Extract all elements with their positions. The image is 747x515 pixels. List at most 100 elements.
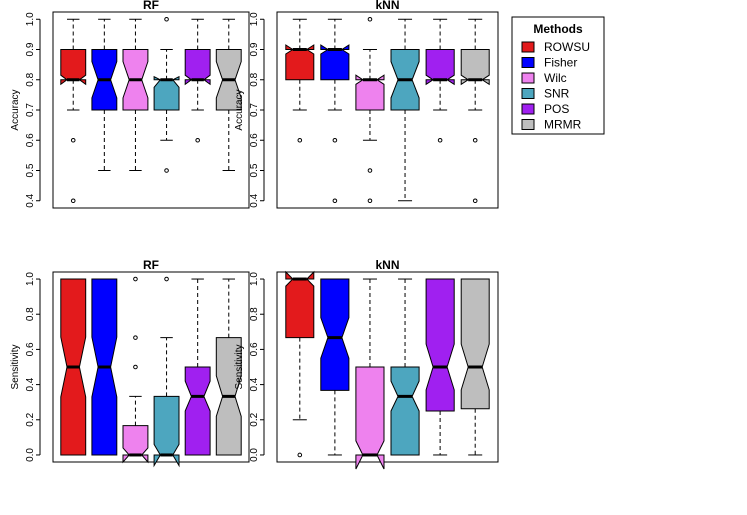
box-body <box>153 75 180 111</box>
sens-rf-box-wilc <box>122 276 149 464</box>
box-body <box>184 49 211 86</box>
sens-knn-box-fisher <box>320 278 350 456</box>
legend-label: POS <box>544 102 569 116</box>
sens-knn-ylabel: Sensitivity <box>234 344 245 389</box>
sens-knn-ytick-label: 0.6 <box>249 342 260 356</box>
sens-rf-ytick-label: 0.0 <box>25 448 36 462</box>
outlier-point <box>332 198 338 204</box>
box-body <box>285 270 315 339</box>
acc-rf-ytick-label: 0.6 <box>25 133 36 147</box>
acc-knn-ytick-label: 0.5 <box>249 163 260 177</box>
legend-label: MRMR <box>544 118 582 132</box>
sens-rf-ytick-label: 1.0 <box>25 272 36 286</box>
box-body <box>355 74 385 111</box>
acc-knn-box-rowsu <box>285 18 315 143</box>
outlier-point <box>70 198 76 204</box>
acc-rf-ylabel: Accuracy <box>10 89 21 130</box>
acc-knn-box-mrmr <box>460 18 490 204</box>
sens-knn-box-rowsu <box>285 270 315 458</box>
sens-knn-title: kNN <box>375 258 399 272</box>
legend-label: SNR <box>544 87 570 101</box>
sens-rf-title: RF <box>143 258 159 272</box>
acc-rf-box-rowsu <box>60 18 87 204</box>
box-body <box>60 49 87 86</box>
acc-rf-box-wilc <box>122 18 149 171</box>
sens-knn-panel: kNN Sensitivity 0.0 0.2 0.4 0.6 0.8 1.0 <box>234 258 499 470</box>
legend-label: Wilc <box>544 71 567 85</box>
acc-rf-ytick-label: 0.4 <box>25 193 36 207</box>
box-body <box>320 278 350 391</box>
acc-rf-title: RF <box>143 0 159 12</box>
sens-knn-box-wilc <box>355 278 385 470</box>
legend-entry-fisher: Fisher <box>521 56 577 70</box>
acc-rf-ytick-label: 0.9 <box>25 42 36 56</box>
legend-swatch <box>521 57 535 68</box>
box-body <box>355 366 385 470</box>
box-body <box>425 49 455 86</box>
acc-knn-ytick-label: 1.0 <box>249 12 260 26</box>
acc-rf-frame <box>52 11 250 209</box>
sens-knn-ytick-label: 0.4 <box>249 377 260 391</box>
legend-swatch <box>521 41 535 53</box>
box-body <box>285 44 315 81</box>
box-body <box>460 278 490 410</box>
legend-entry-pos: POS <box>521 102 569 116</box>
acc-knn-ytick-label: 0.4 <box>249 193 260 207</box>
sens-rf-ytick-label: 0.6 <box>25 342 36 356</box>
outlier-point <box>133 335 138 340</box>
outlier-point <box>437 137 443 143</box>
legend-entry-mrmr: MRMR <box>521 118 582 132</box>
sens-rf-box-fisher <box>91 278 118 456</box>
sens-knn-ytick-label: 0.0 <box>249 448 260 462</box>
box-body <box>122 425 149 464</box>
sens-rf-frame <box>52 271 250 463</box>
sens-rf-box-rowsu <box>60 278 87 456</box>
outlier-point <box>195 137 200 143</box>
sens-rf-ytick-label: 0.2 <box>25 412 36 426</box>
acc-knn-title: kNN <box>375 0 399 12</box>
sens-rf-box-mrmr <box>215 278 242 456</box>
box-body <box>460 49 490 86</box>
acc-rf-box-mrmr <box>215 18 242 171</box>
legend-entry-wilc: Wilc <box>521 71 567 85</box>
legend-label: ROWSU <box>544 40 590 54</box>
sens-knn-box-snr <box>390 278 420 456</box>
box-body <box>184 366 211 456</box>
acc-knn-box-wilc <box>355 16 385 204</box>
acc-rf-ytick-label: 0.7 <box>25 103 36 117</box>
acc-rf-box-fisher <box>91 18 118 171</box>
acc-knn-ytick-label: 0.8 <box>249 72 260 86</box>
sens-knn-frame <box>276 271 499 463</box>
sens-rf-panel: RF Sensitivity 0.0 0.2 0.4 0.6 0.8 1.0 <box>10 258 250 468</box>
outlier-point <box>297 137 303 143</box>
acc-knn-box-fisher <box>320 18 350 204</box>
acc-rf-box-pos <box>184 18 211 143</box>
sens-rf-box-snr <box>153 276 180 468</box>
acc-rf-ytick-label: 0.8 <box>25 72 36 86</box>
acc-knn-box-pos <box>425 18 455 143</box>
legend-title: Methods <box>533 22 583 36</box>
acc-knn-ytick-label: 0.6 <box>249 133 260 147</box>
legend-label: Fisher <box>544 56 577 70</box>
acc-rf-box-snr <box>153 16 180 173</box>
sens-rf-ytick-label: 0.4 <box>25 377 36 391</box>
sens-knn-ytick-label: 0.2 <box>249 412 260 426</box>
sens-rf-ylabel: Sensitivity <box>10 344 21 389</box>
acc-knn-panel: kNN Accuracy 0.4 0.5 0.6 0.7 0.8 0.9 1.0 <box>234 0 499 209</box>
outlier-point <box>133 364 138 370</box>
outlier-point <box>367 198 373 204</box>
sens-knn-box-pos <box>425 278 455 456</box>
acc-rf-ytick-label: 1.0 <box>25 12 36 26</box>
acc-knn-ylabel: Accuracy <box>234 89 245 130</box>
outlier-point <box>164 276 169 282</box>
acc-knn-frame <box>276 11 499 209</box>
sens-knn-ytick-label: 0.8 <box>249 307 260 321</box>
legend-entry-rowsu: ROWSU <box>521 40 590 54</box>
acc-rf-ytick-label: 0.5 <box>25 163 36 177</box>
outlier-point <box>133 276 138 282</box>
box-body <box>425 278 455 412</box>
legend-swatch <box>521 103 535 115</box>
acc-knn-ytick-label: 0.7 <box>249 103 260 117</box>
outlier-point <box>367 168 373 173</box>
sens-rf-box-pos <box>184 278 211 456</box>
